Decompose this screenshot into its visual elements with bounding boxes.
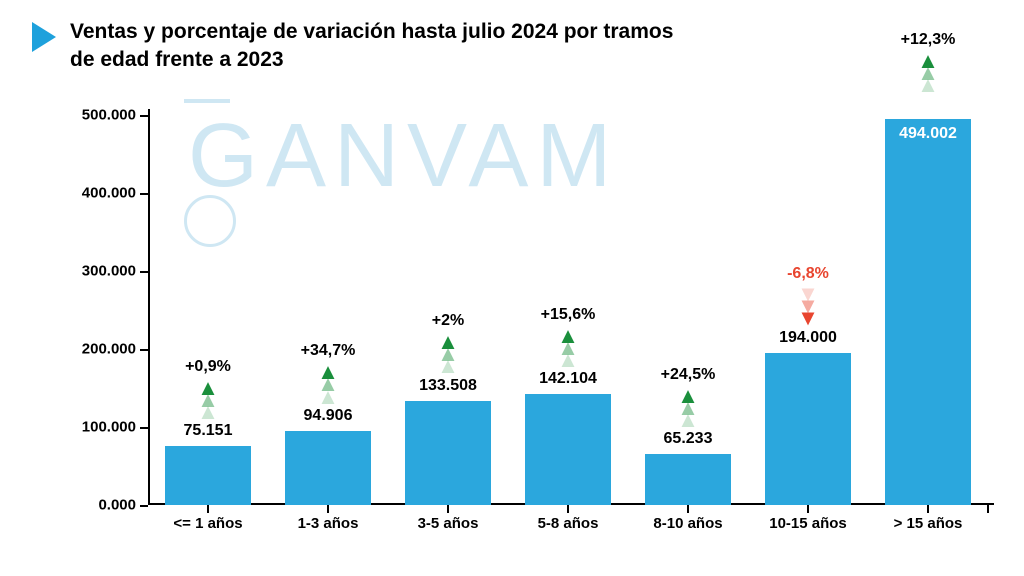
- bar-value-label: 494.002: [868, 125, 989, 143]
- variation-indicator: +34,7% ▲▲▲: [301, 342, 356, 402]
- x-axis-label: <= 1 años: [173, 505, 242, 532]
- bar-value-label: 75.151: [148, 422, 269, 440]
- bar-value-label: 142.104: [508, 370, 629, 388]
- arrow-up-icon: ▲▲▲: [677, 390, 699, 426]
- chart-area: GANVAM 0.000100.000200.000300.000400.000…: [78, 115, 992, 535]
- arrow-up-icon: ▲▲▲: [557, 330, 579, 366]
- x-axis-label: 5-8 años: [538, 505, 599, 532]
- pct-label: +15,6%: [541, 306, 596, 324]
- bar: 94.906+34,7%▲▲▲: [285, 431, 371, 505]
- x-axis-label: 10-15 años: [769, 505, 847, 532]
- variation-indicator: +2% ▲▲▲: [432, 312, 464, 372]
- bar: 142.104+15,6%▲▲▲: [525, 394, 611, 505]
- arrow-up-icon: ▲▲▲: [917, 55, 939, 91]
- bar-value-label: 94.906: [268, 407, 389, 425]
- pct-label: +24,5%: [661, 366, 716, 384]
- bar-value-label: 65.233: [628, 430, 749, 448]
- x-tick: [987, 505, 989, 513]
- x-axis-label: 1-3 años: [298, 505, 359, 532]
- y-axis-label: 200.000: [82, 340, 148, 357]
- pct-label: +34,7%: [301, 342, 356, 360]
- header: Ventas y porcentaje de variación hasta j…: [32, 18, 992, 75]
- variation-indicator: +0,9% ▲▲▲: [185, 358, 231, 418]
- watermark-bar-icon: [184, 99, 230, 103]
- pct-label: +0,9%: [185, 358, 231, 376]
- variation-indicator: -6,8% ▲▲▲: [787, 265, 829, 325]
- bar: 133.508+2%▲▲▲: [405, 401, 491, 505]
- y-axis-label: 400.000: [82, 184, 148, 201]
- arrow-down-icon: ▲▲▲: [797, 289, 819, 325]
- pct-label: -6,8%: [787, 265, 829, 283]
- arrow-up-icon: ▲▲▲: [317, 366, 339, 402]
- chart-container: Ventas y porcentaje de variación hasta j…: [0, 0, 1024, 576]
- y-axis-label: 100.000: [82, 418, 148, 435]
- arrow-up-icon: ▲▲▲: [437, 336, 459, 372]
- bar-value-label: 133.508: [388, 377, 509, 395]
- bar: 494.002+12,3%▲▲▲: [885, 119, 971, 504]
- y-axis-line: [148, 109, 150, 505]
- plot-area: 0.000100.000200.000300.000400.000500.000…: [148, 115, 988, 505]
- pct-label: +2%: [432, 312, 464, 330]
- y-axis-label: 0.000: [98, 496, 148, 513]
- variation-indicator: +24,5% ▲▲▲: [661, 366, 716, 426]
- x-axis-label: > 15 años: [894, 505, 963, 532]
- bar: 194.000-6,8%▲▲▲: [765, 353, 851, 504]
- y-axis-label: 300.000: [82, 262, 148, 279]
- bar: 75.151+0,9%▲▲▲: [165, 446, 251, 505]
- x-axis-label: 8-10 años: [653, 505, 722, 532]
- x-axis-label: 3-5 años: [418, 505, 479, 532]
- play-icon: [32, 22, 56, 52]
- y-axis-label: 500.000: [82, 106, 148, 123]
- variation-indicator: +12,3% ▲▲▲: [901, 31, 956, 91]
- arrow-up-icon: ▲▲▲: [197, 382, 219, 418]
- variation-indicator: +15,6% ▲▲▲: [541, 306, 596, 366]
- chart-title: Ventas y porcentaje de variación hasta j…: [70, 18, 690, 75]
- bar: 65.233+24,5%▲▲▲: [645, 454, 731, 505]
- pct-label: +12,3%: [901, 31, 956, 49]
